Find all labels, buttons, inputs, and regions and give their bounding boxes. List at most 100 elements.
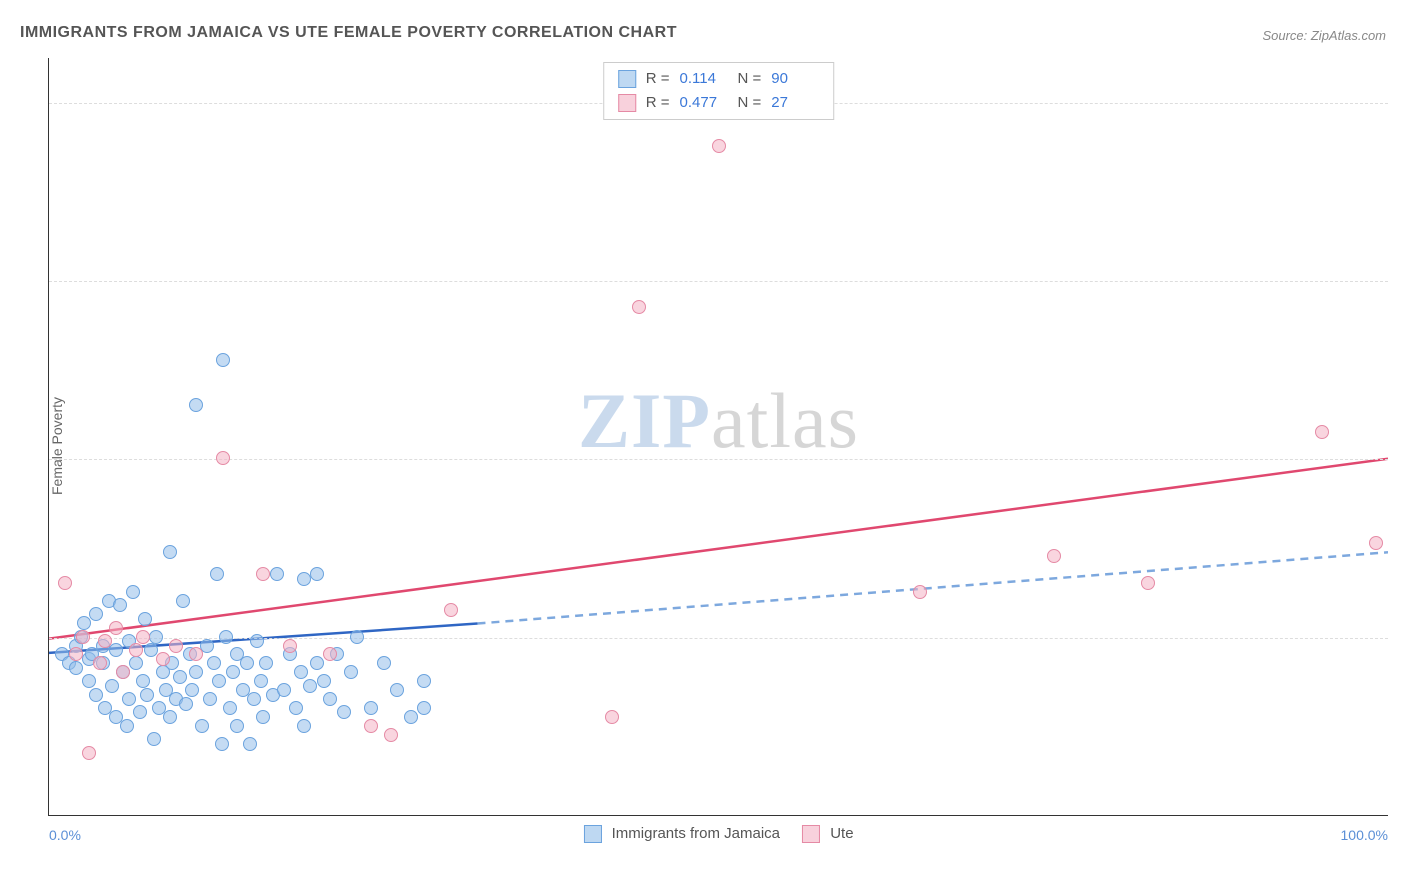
scatter-point-blue bbox=[113, 598, 127, 612]
scatter-point-blue bbox=[270, 567, 284, 581]
legend-row: R = 0.477 N = 27 bbox=[618, 91, 820, 115]
legend-label: Ute bbox=[830, 825, 853, 842]
scatter-point-blue bbox=[216, 353, 230, 367]
scatter-point-blue bbox=[77, 616, 91, 630]
scatter-point-pink bbox=[109, 621, 123, 635]
scatter-point-pink bbox=[1315, 425, 1329, 439]
scatter-point-pink bbox=[116, 665, 130, 679]
scatter-point-pink bbox=[129, 643, 143, 657]
r-value: 0.114 bbox=[680, 67, 728, 91]
scatter-point-blue bbox=[212, 674, 226, 688]
scatter-point-blue bbox=[259, 656, 273, 670]
scatter-point-blue bbox=[310, 567, 324, 581]
n-value: 90 bbox=[771, 67, 819, 91]
scatter-point-pink bbox=[98, 634, 112, 648]
scatter-point-blue bbox=[247, 692, 261, 706]
scatter-point-blue bbox=[364, 701, 378, 715]
scatter-point-blue bbox=[173, 670, 187, 684]
scatter-point-pink bbox=[169, 639, 183, 653]
n-label: N = bbox=[738, 91, 762, 115]
scatter-point-blue bbox=[344, 665, 358, 679]
scatter-point-blue bbox=[185, 683, 199, 697]
scatter-point-pink bbox=[156, 652, 170, 666]
scatter-point-blue bbox=[120, 719, 134, 733]
scatter-point-pink bbox=[384, 728, 398, 742]
r-label: R = bbox=[646, 67, 670, 91]
scatter-point-blue bbox=[417, 674, 431, 688]
scatter-point-pink bbox=[712, 139, 726, 153]
scatter-point-pink bbox=[58, 576, 72, 590]
scatter-point-blue bbox=[69, 661, 83, 675]
scatter-point-pink bbox=[82, 746, 96, 760]
scatter-point-blue bbox=[240, 656, 254, 670]
scatter-point-blue bbox=[105, 679, 119, 693]
scatter-point-pink bbox=[1047, 549, 1061, 563]
legend-swatch-pink bbox=[802, 825, 820, 843]
scatter-point-pink bbox=[1141, 576, 1155, 590]
watermark: ZIPatlas bbox=[578, 376, 859, 466]
scatter-point-blue bbox=[294, 665, 308, 679]
scatter-point-pink bbox=[189, 647, 203, 661]
source-attribution: Source: ZipAtlas.com bbox=[1262, 28, 1386, 43]
scatter-point-blue bbox=[417, 701, 431, 715]
scatter-point-blue bbox=[89, 607, 103, 621]
scatter-point-pink bbox=[323, 647, 337, 661]
legend-top: R = 0.114 N = 90 R = 0.477 N = 27 bbox=[603, 62, 835, 120]
legend-row: R = 0.114 N = 90 bbox=[618, 67, 820, 91]
scatter-point-blue bbox=[189, 665, 203, 679]
scatter-point-blue bbox=[230, 719, 244, 733]
legend-bottom: Immigrants from Jamaica Ute bbox=[583, 825, 853, 843]
scatter-point-blue bbox=[195, 719, 209, 733]
scatter-point-pink bbox=[444, 603, 458, 617]
r-label: R = bbox=[646, 91, 670, 115]
r-value: 0.477 bbox=[680, 91, 728, 115]
scatter-point-blue bbox=[207, 656, 221, 670]
scatter-point-blue bbox=[226, 665, 240, 679]
scatter-point-blue bbox=[377, 656, 391, 670]
scatter-point-pink bbox=[136, 630, 150, 644]
scatter-point-blue bbox=[297, 719, 311, 733]
scatter-point-pink bbox=[913, 585, 927, 599]
legend-swatch-pink bbox=[618, 94, 636, 112]
scatter-point-blue bbox=[140, 688, 154, 702]
scatter-point-blue bbox=[323, 692, 337, 706]
scatter-point-pink bbox=[76, 630, 90, 644]
scatter-point-pink bbox=[632, 300, 646, 314]
scatter-point-blue bbox=[179, 697, 193, 711]
scatter-point-blue bbox=[176, 594, 190, 608]
watermark-bold: ZIP bbox=[578, 377, 711, 464]
scatter-point-blue bbox=[390, 683, 404, 697]
scatter-point-blue bbox=[82, 674, 96, 688]
scatter-point-blue bbox=[350, 630, 364, 644]
scatter-point-blue bbox=[223, 701, 237, 715]
scatter-point-pink bbox=[216, 451, 230, 465]
scatter-point-pink bbox=[69, 647, 83, 661]
x-tick-right: 100.0% bbox=[1341, 827, 1388, 843]
scatter-point-blue bbox=[254, 674, 268, 688]
scatter-point-pink bbox=[283, 639, 297, 653]
scatter-point-blue bbox=[404, 710, 418, 724]
chart-title: IMMIGRANTS FROM JAMAICA VS UTE FEMALE PO… bbox=[20, 24, 677, 42]
scatter-point-blue bbox=[215, 737, 229, 751]
scatter-point-blue bbox=[147, 732, 161, 746]
scatter-point-blue bbox=[189, 398, 203, 412]
scatter-point-blue bbox=[136, 674, 150, 688]
legend-item: Ute bbox=[802, 825, 854, 843]
scatter-point-blue bbox=[210, 567, 224, 581]
x-tick-left: 0.0% bbox=[49, 827, 81, 843]
n-label: N = bbox=[738, 67, 762, 91]
scatter-point-blue bbox=[317, 674, 331, 688]
scatter-point-blue bbox=[337, 705, 351, 719]
scatter-point-pink bbox=[605, 710, 619, 724]
scatter-point-blue bbox=[243, 737, 257, 751]
plot-area: ZIPatlas R = 0.114 N = 90 R = 0.477 N = … bbox=[48, 58, 1388, 816]
chart-container: IMMIGRANTS FROM JAMAICA VS UTE FEMALE PO… bbox=[0, 0, 1406, 892]
scatter-point-blue bbox=[203, 692, 217, 706]
gridline bbox=[49, 459, 1388, 460]
scatter-point-blue bbox=[126, 585, 140, 599]
scatter-point-pink bbox=[1369, 536, 1383, 550]
scatter-point-pink bbox=[364, 719, 378, 733]
legend-item: Immigrants from Jamaica bbox=[583, 825, 780, 843]
gridline bbox=[49, 281, 1388, 282]
scatter-point-blue bbox=[89, 688, 103, 702]
